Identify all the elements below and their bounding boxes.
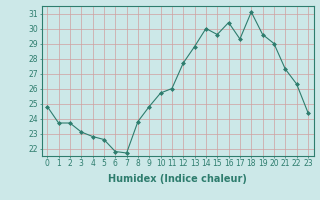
X-axis label: Humidex (Indice chaleur): Humidex (Indice chaleur): [108, 174, 247, 184]
